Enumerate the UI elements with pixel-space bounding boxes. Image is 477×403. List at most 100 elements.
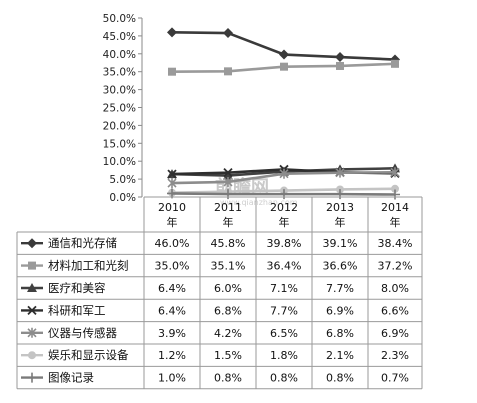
diamond-marker <box>279 49 289 60</box>
series-name-label: 材料加工和光刻 <box>48 259 129 273</box>
x-marker <box>167 169 177 179</box>
table-row-5: 仪器与传感器 3.9% 4.2% 6.5% 6.8% 6.9% <box>21 326 409 340</box>
data-value-label: 6.0% <box>214 282 242 295</box>
data-value-label: 37.2% <box>378 260 413 273</box>
y-tick-label: 15.0% <box>103 138 136 150</box>
series-name-label: 医疗和美容 <box>48 281 106 295</box>
series-2 <box>168 59 399 76</box>
data-value-label: 6.9% <box>326 304 354 317</box>
star-marker <box>223 176 233 187</box>
data-value-label: 36.4% <box>267 260 302 273</box>
data-value-label: 1.0% <box>158 372 186 385</box>
data-value-label: 35.0% <box>155 260 190 273</box>
diamond-marker <box>27 238 37 249</box>
diamond-marker <box>335 52 345 63</box>
series-name-label: 仪器与传感器 <box>48 326 117 340</box>
table-row-2: 材料加工和光刻 35.0% 35.1% 36.4% 36.6% 37.2% <box>21 259 412 273</box>
data-value-label: 8.0% <box>381 282 409 295</box>
x-category-label: 2011 年 <box>214 201 242 229</box>
table-row-1: 通信和光存储 46.0% 45.8% 39.8% 39.1% 38.4% <box>21 236 412 250</box>
data-value-label: 1.2% <box>158 349 186 362</box>
data-value-label: 6.5% <box>270 327 298 340</box>
data-value-label: 6.4% <box>158 282 186 295</box>
series-5 <box>167 167 400 189</box>
data-value-label: 1.8% <box>270 349 298 362</box>
table-row-6: 娱乐和显示设备 1.2% 1.5% 1.8% 2.1% 2.3% <box>21 348 409 362</box>
series-lines <box>167 27 400 200</box>
plus-marker <box>27 372 37 383</box>
star-marker <box>335 167 345 178</box>
series-7 <box>167 188 400 200</box>
square-marker <box>168 67 176 76</box>
data-value-label: 36.6% <box>323 260 358 273</box>
data-value-label: 7.7% <box>326 282 354 295</box>
series-name-label: 通信和光存储 <box>48 236 117 250</box>
series-name-label: 图像记录 <box>48 371 94 385</box>
y-tick-label: 20.0% <box>103 120 136 132</box>
circle-marker <box>28 351 36 360</box>
data-value-label: 6.4% <box>158 304 186 317</box>
triangle-marker <box>223 170 233 180</box>
y-tick-label: 0.0% <box>109 192 136 204</box>
x-marker <box>223 168 233 178</box>
data-value-label: 6.9% <box>381 327 409 340</box>
data-value-label: 45.8% <box>211 237 246 250</box>
table-row-7: 图像记录 1.0% 0.8% 0.8% 0.8% 0.7% <box>21 371 409 385</box>
data-value-label: 0.8% <box>214 372 242 385</box>
triangle-marker <box>27 283 37 292</box>
data-value-label: 7.7% <box>270 304 298 317</box>
x-marker <box>27 305 37 316</box>
data-value-label: 0.8% <box>270 372 298 385</box>
y-tick-label: 35.0% <box>103 67 136 79</box>
diamond-marker <box>167 27 177 38</box>
x-category-label: 2014 年 <box>381 201 409 229</box>
data-value-label: 2.1% <box>326 349 354 362</box>
axes: 50.0% 45.0% 40.0% 35.0% 30.0% 25.0% 20.0% 15.0%… <box>103 13 143 204</box>
data-value-label: 2.3% <box>381 349 409 362</box>
y-tick-label: 5.0% <box>109 174 136 186</box>
square-marker <box>280 62 288 71</box>
square-marker <box>391 59 399 68</box>
data-value-label: 1.5% <box>214 349 242 362</box>
star-marker <box>167 178 177 189</box>
table-row-4: 科研和军工 6.4% 6.8% 7.7% 6.9% 6.6% <box>21 303 409 317</box>
data-value-label: 3.9% <box>158 327 186 340</box>
series-1 <box>167 27 400 65</box>
data-value-label: 7.1% <box>270 282 298 295</box>
data-value-label: 0.7% <box>381 372 409 385</box>
x-category-label: 2010 年 <box>158 201 186 229</box>
y-tick-label: 25.0% <box>103 103 136 115</box>
diamond-marker <box>223 28 233 39</box>
watermark-url: www.qianzhan.com <box>220 198 298 207</box>
star-marker <box>390 167 400 178</box>
data-value-label: 6.6% <box>381 304 409 317</box>
square-marker <box>336 61 344 70</box>
data-value-label: 38.4% <box>378 237 413 250</box>
square-marker <box>224 67 232 76</box>
x-category-label: 2013 年 <box>326 201 354 229</box>
data-value-label: 39.1% <box>323 237 358 250</box>
y-tick-label: 50.0% <box>103 13 136 25</box>
series-name-label: 娱乐和显示设备 <box>48 348 129 362</box>
data-value-label: 0.8% <box>326 372 354 385</box>
square-marker <box>28 261 36 270</box>
y-tick-label: 10.0% <box>103 156 136 168</box>
data-value-label: 39.8% <box>267 237 302 250</box>
star-marker <box>27 327 37 338</box>
data-value-label: 46.0% <box>155 237 190 250</box>
data-value-label: 4.2% <box>214 327 242 340</box>
star-marker <box>279 168 289 179</box>
data-value-label: 6.8% <box>326 327 354 340</box>
y-tick-label: 30.0% <box>103 85 136 97</box>
circle-marker <box>391 184 399 193</box>
table-row-3: 医疗和美容 6.4% 6.0% 7.1% 7.7% 8.0% <box>21 281 409 295</box>
x-category-label: 2012 年 <box>270 201 298 229</box>
y-tick-label: 40.0% <box>103 49 136 61</box>
data-value-label: 35.1% <box>211 260 246 273</box>
series-name-label: 科研和军工 <box>48 303 106 317</box>
plus-marker <box>390 189 400 200</box>
data-value-label: 6.8% <box>214 304 242 317</box>
y-tick-label: 45.0% <box>103 31 136 43</box>
